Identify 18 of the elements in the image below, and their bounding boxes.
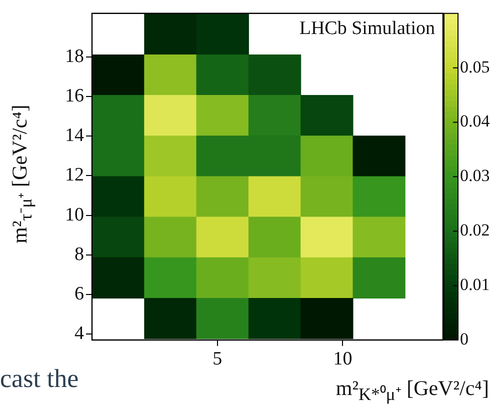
color-bar-label: 0.01 <box>460 275 490 294</box>
color-bar-label: 0.03 <box>460 166 490 186</box>
x-tick-label: 5 <box>212 348 222 370</box>
y-tick-label: 4 <box>74 323 84 344</box>
color-bar-label: 0.02 <box>460 220 490 240</box>
text: cast the <box>0 364 79 394</box>
color-bar-label: 0.04 <box>460 112 490 131</box>
color-bar-label: 0.05 <box>460 57 490 76</box>
y-tick-label: 6 <box>74 283 84 304</box>
y-tick-label: 18 <box>65 46 84 67</box>
y-tick-label: 16 <box>65 86 84 107</box>
y-tick-label: 14 <box>65 125 84 146</box>
x-axis-title: m²$_{K*⁰μ⁺}$ [GeV²/c⁴] <box>336 376 489 406</box>
annotation: LHCb Simulation <box>299 18 435 40</box>
y-tick-label: 8 <box>74 244 84 265</box>
color-bar-label: 0 <box>460 329 468 348</box>
y-tick-label: 12 <box>65 164 84 186</box>
y-tick-label: 10 <box>65 204 84 226</box>
